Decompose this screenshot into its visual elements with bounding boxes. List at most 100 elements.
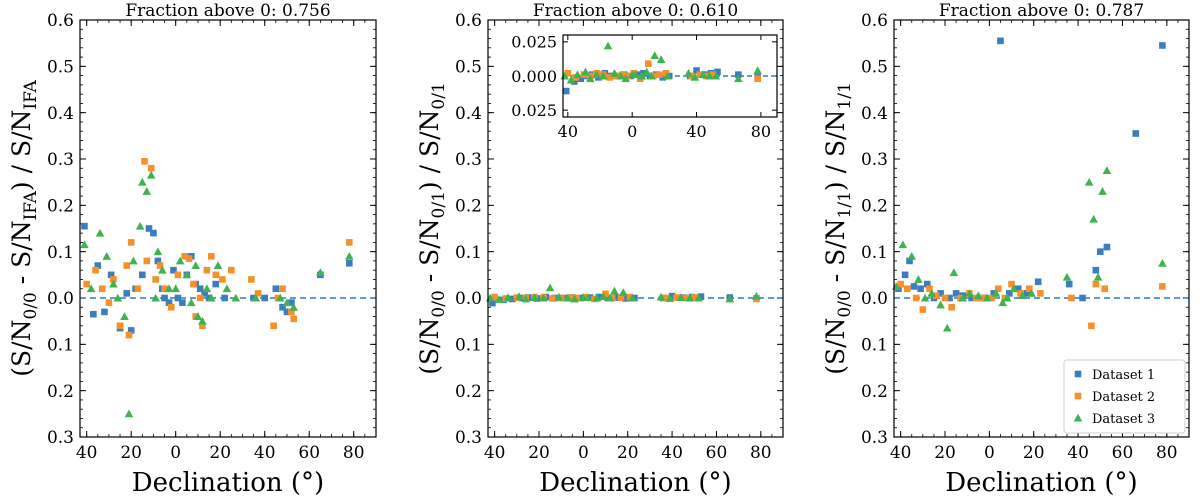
data-point <box>948 303 955 311</box>
data-point <box>345 239 353 246</box>
y-tick-label: 0.6 <box>47 11 74 31</box>
data-point <box>81 222 88 230</box>
data-point <box>123 262 131 269</box>
y-label-text: ) / S/N <box>415 110 444 192</box>
data-point <box>897 280 904 288</box>
data-point <box>1008 280 1015 288</box>
legend-label: Dataset 3 <box>1092 412 1155 427</box>
data-point <box>270 322 277 330</box>
data-point <box>1037 290 1044 297</box>
data-point <box>95 228 105 237</box>
data-point <box>276 293 285 302</box>
x-tick-label: 20 <box>617 443 639 463</box>
inset-data-point <box>564 69 572 77</box>
x-axis-label: Declination (°) <box>132 468 324 498</box>
data-point <box>685 293 695 302</box>
data-point <box>251 293 261 302</box>
data-point <box>1092 266 1100 274</box>
inset-data-point <box>714 68 721 76</box>
panel-title: Fraction above 0: 0.756 <box>125 1 330 21</box>
data-point <box>231 293 241 302</box>
x-tick-label: 40 <box>484 443 506 463</box>
data-point <box>101 308 108 316</box>
data-point <box>946 294 953 302</box>
data-point <box>622 295 629 302</box>
inset-data-point <box>573 70 582 79</box>
data-point <box>120 312 129 320</box>
inset-data-point <box>616 71 626 80</box>
data-point <box>109 279 118 288</box>
data-point <box>158 265 167 274</box>
data-point <box>907 252 917 260</box>
data-point <box>965 289 974 297</box>
y-tick-label: 0.1 <box>47 335 74 355</box>
y-tick-label: 0.2 <box>455 382 482 402</box>
x-tick-label: 80 <box>751 122 771 141</box>
data-point <box>1098 187 1107 195</box>
inset-data-point <box>592 70 602 79</box>
data-point <box>1065 280 1073 288</box>
inset-data-point <box>684 68 693 77</box>
y-tick-label: 0.3 <box>861 428 888 448</box>
y-label-text: (S/N <box>821 318 850 375</box>
data-point <box>914 275 923 283</box>
data-point <box>279 285 286 293</box>
inset-data-point <box>586 74 595 83</box>
y-tick-label: 0.3 <box>47 428 74 448</box>
data-point <box>1068 294 1075 302</box>
data-point <box>198 316 207 325</box>
data-point <box>514 292 524 301</box>
data-point <box>1034 278 1042 286</box>
x-tick-label: 40 <box>661 443 683 463</box>
y-tick-label: 0.4 <box>861 104 888 124</box>
data-point <box>254 290 262 297</box>
data-point <box>530 293 539 301</box>
y-tick-label: 0.1 <box>455 243 482 263</box>
data-point <box>127 327 135 334</box>
data-point <box>212 280 220 288</box>
data-point <box>142 187 152 195</box>
panel-1: 40 20 0 20 40 60 80 0.3 0.2 0.1 0.0 0.1 0.2 0.3 0.4 0.5… <box>7 1 377 498</box>
data-point <box>141 158 148 165</box>
inset-data-point <box>662 69 670 77</box>
data-point <box>143 257 151 265</box>
data-point <box>676 293 686 301</box>
data-point <box>288 299 295 306</box>
inset-data-point <box>690 73 700 81</box>
data-point <box>125 331 133 339</box>
data-point <box>906 257 913 265</box>
data-point <box>248 276 255 283</box>
data-point <box>1158 258 1167 267</box>
data-point <box>221 294 228 302</box>
data-point <box>161 285 168 293</box>
panel-title: Fraction above 0: 0.787 <box>939 1 1144 21</box>
y-tick-label: 0.5 <box>861 57 888 77</box>
inset-data-point <box>656 55 666 64</box>
y-label-subscript: 0/1 <box>429 82 449 109</box>
data-point <box>920 293 930 302</box>
data-point <box>282 298 292 307</box>
y-tick-label: 0.0 <box>455 289 482 309</box>
y-tick-label: 0.4 <box>47 104 74 124</box>
data-point <box>92 266 99 274</box>
y-tick-label: 0.4 <box>455 104 482 124</box>
data-point <box>1018 291 1027 300</box>
inset-data-point <box>606 74 613 81</box>
data-point <box>147 164 155 172</box>
y-tick-label: 0.0 <box>47 289 74 309</box>
y-label-subscript: 0/0 <box>21 292 41 319</box>
data-point <box>1096 248 1104 255</box>
data-point <box>134 285 142 293</box>
x-tick-label: 60 <box>298 443 320 463</box>
data-point <box>662 294 669 302</box>
data-point <box>582 293 589 301</box>
data-point <box>90 310 97 318</box>
data-point <box>208 253 215 260</box>
data-point <box>283 308 291 316</box>
data-point <box>1006 290 1013 297</box>
data-point <box>927 289 937 297</box>
data-point <box>509 295 516 303</box>
data-point <box>219 276 226 283</box>
x-tick-label: 40 <box>254 443 276 463</box>
